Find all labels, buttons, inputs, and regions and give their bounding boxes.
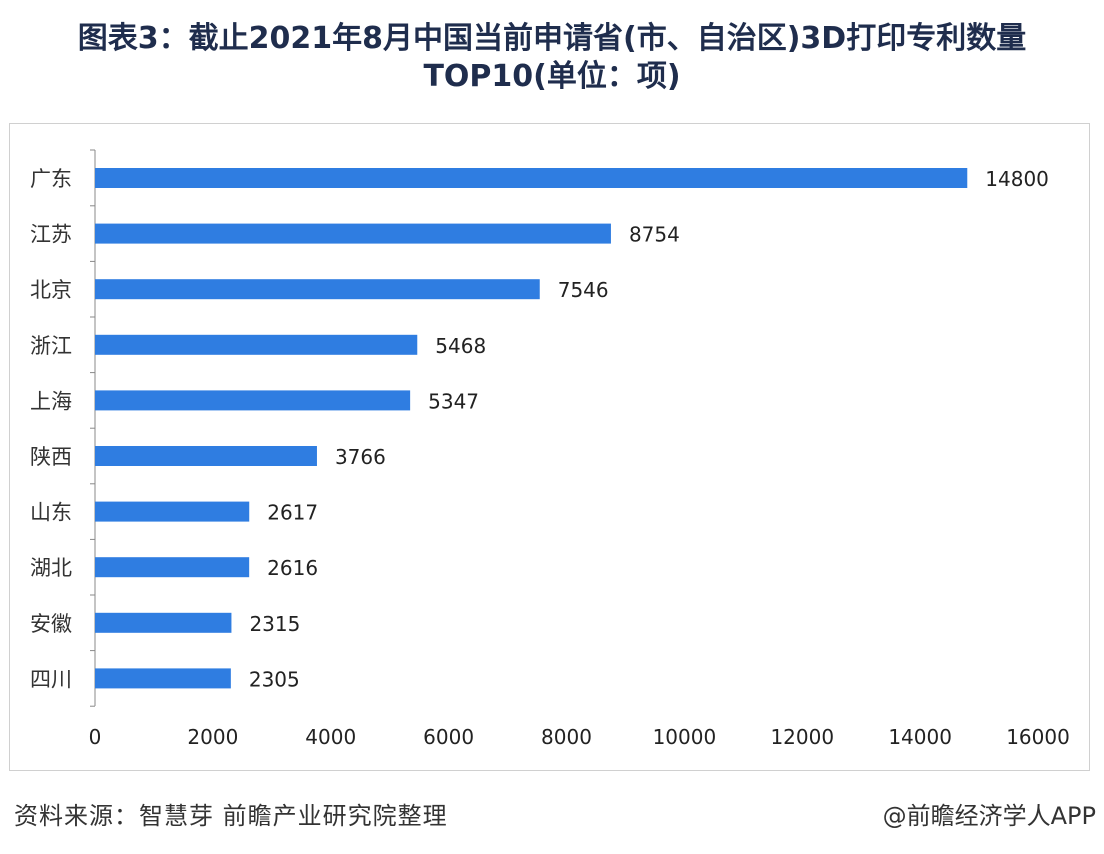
x-tick-label: 14000 — [888, 725, 952, 749]
bar — [95, 557, 250, 578]
x-tick-label: 6000 — [423, 725, 474, 749]
x-tick-label: 0 — [89, 725, 102, 749]
category-label: 江苏 — [30, 223, 72, 247]
category-label: 湖北 — [30, 556, 72, 580]
chart-frame — [9, 123, 1090, 771]
x-tick-label: 16000 — [1006, 725, 1070, 749]
bar — [95, 390, 411, 411]
data-label: 2616 — [267, 556, 318, 580]
data-label: 5347 — [428, 389, 479, 413]
data-label: 2305 — [249, 667, 300, 691]
data-label: 5468 — [435, 334, 486, 358]
data-label: 2617 — [267, 501, 318, 525]
category-label: 陕西 — [30, 445, 72, 469]
x-tick-label: 2000 — [187, 725, 238, 749]
bar — [95, 334, 418, 355]
data-label: 7546 — [558, 278, 609, 302]
credit-note: @前瞻经济学人APP — [882, 802, 1096, 830]
bar — [95, 168, 968, 188]
data-label: 2315 — [249, 612, 300, 636]
bar — [95, 612, 232, 633]
x-tick-label: 10000 — [653, 725, 717, 749]
category-label: 四川 — [30, 667, 72, 691]
x-tick-label: 8000 — [541, 725, 592, 749]
data-label: 3766 — [335, 445, 386, 469]
category-label: 浙江 — [30, 334, 72, 358]
bar — [95, 279, 540, 300]
chart-title: 图表3：截止2021年8月中国当前申请省(市、自治区)3D打印专利数量 TOP1… — [0, 20, 1104, 96]
bar — [95, 501, 250, 522]
bar — [95, 223, 611, 244]
category-label: 北京 — [30, 278, 72, 302]
data-label: 14800 — [985, 167, 1049, 191]
chart-title-line2: TOP10(单位：项) — [423, 59, 681, 94]
x-tick-label: 12000 — [770, 725, 834, 749]
category-label: 山东 — [30, 501, 72, 525]
bar — [95, 668, 231, 689]
chart-title-line1: 图表3：截止2021年8月中国当前申请省(市、自治区)3D打印专利数量 — [77, 21, 1027, 56]
x-tick-label: 4000 — [305, 725, 356, 749]
category-label: 上海 — [30, 389, 72, 413]
bar — [95, 446, 317, 466]
source-note: 资料来源：智慧芽 前瞻产业研究院整理 — [14, 802, 448, 830]
category-label: 安徽 — [30, 612, 72, 636]
data-label: 8754 — [629, 223, 680, 247]
category-label: 广东 — [30, 167, 72, 191]
